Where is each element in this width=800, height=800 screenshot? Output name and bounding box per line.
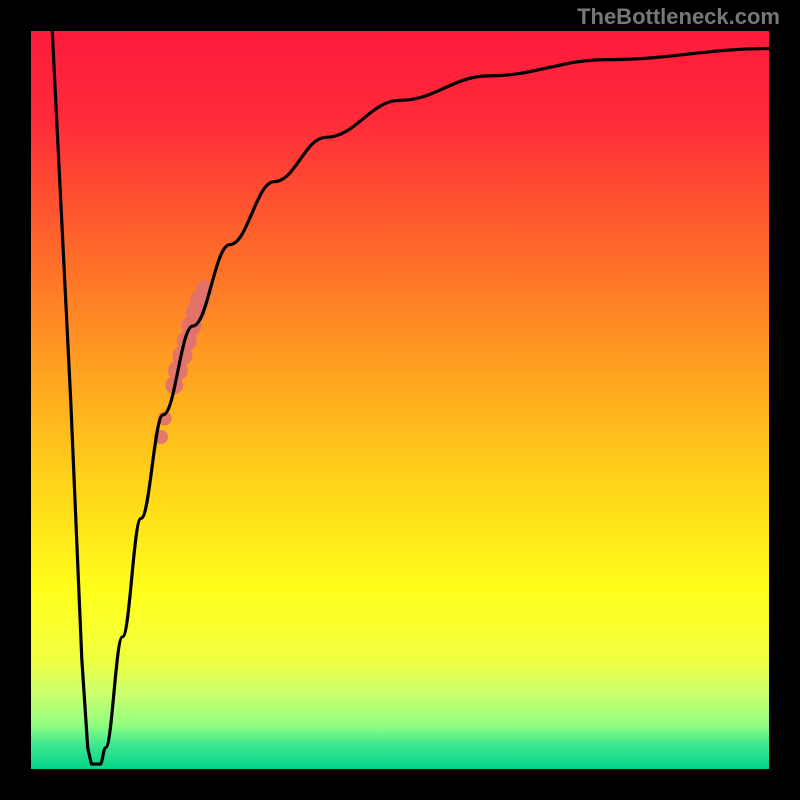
chart-svg	[0, 0, 800, 800]
plot-area-bg	[30, 30, 770, 770]
watermark-label: TheBottleneck.com	[577, 4, 780, 30]
chart-root: TheBottleneck.com	[0, 0, 800, 800]
